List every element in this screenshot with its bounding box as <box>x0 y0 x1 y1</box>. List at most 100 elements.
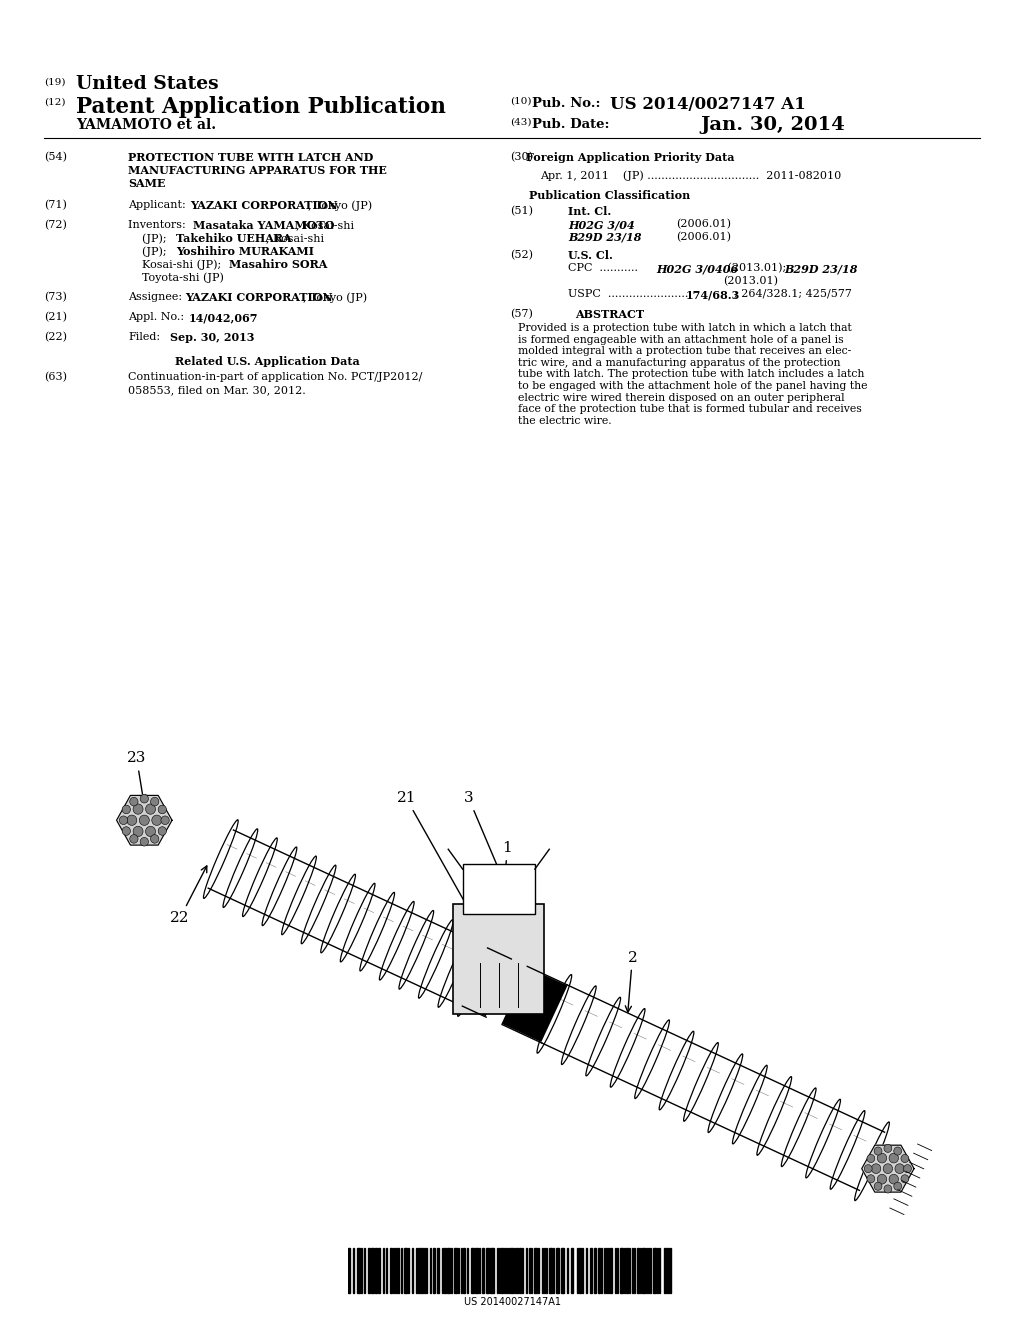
Bar <box>561 1247 564 1292</box>
Text: (12): (12) <box>44 98 66 107</box>
Text: (63): (63) <box>44 372 67 383</box>
Text: (22): (22) <box>44 333 67 342</box>
Bar <box>538 1247 539 1292</box>
Text: Publication Classification: Publication Classification <box>529 190 690 201</box>
Text: 3: 3 <box>464 791 512 899</box>
Bar <box>667 1247 669 1292</box>
Bar <box>390 1247 392 1292</box>
Circle shape <box>161 816 169 825</box>
Text: , Kosai-shi: , Kosai-shi <box>266 234 325 243</box>
Bar <box>544 1247 545 1292</box>
Bar <box>637 1247 639 1292</box>
Circle shape <box>120 816 128 825</box>
Circle shape <box>889 1154 898 1163</box>
Bar <box>504 1247 505 1292</box>
Bar <box>650 1247 651 1292</box>
Circle shape <box>158 805 167 814</box>
Circle shape <box>884 1144 892 1152</box>
Bar <box>640 1247 641 1292</box>
Text: (JP);: (JP); <box>142 234 170 244</box>
Text: Inventors:: Inventors: <box>128 220 189 230</box>
Bar <box>395 1247 396 1292</box>
Bar <box>383 1247 384 1292</box>
Text: Masahiro SORA: Masahiro SORA <box>229 259 328 271</box>
Text: YAMAMOTO et al.: YAMAMOTO et al. <box>76 117 216 132</box>
Bar <box>361 1247 362 1292</box>
Bar <box>670 1247 671 1292</box>
Text: Appl. No.:: Appl. No.: <box>128 312 187 322</box>
Circle shape <box>867 1175 874 1183</box>
Bar <box>653 1247 656 1292</box>
Text: 2: 2 <box>626 950 637 1012</box>
Bar <box>475 1247 478 1292</box>
Bar <box>556 1247 559 1292</box>
Text: Provided is a protection tube with latch in which a latch that
is formed engagea: Provided is a protection tube with latch… <box>518 323 867 426</box>
FancyBboxPatch shape <box>453 904 545 1014</box>
Bar <box>531 1247 532 1292</box>
Bar <box>659 1247 660 1292</box>
Text: (JP);: (JP); <box>142 246 170 256</box>
Text: 058553, filed on Mar. 30, 2012.: 058553, filed on Mar. 30, 2012. <box>128 385 306 395</box>
Text: (57): (57) <box>510 309 532 319</box>
Bar <box>463 1247 465 1292</box>
Text: Kosai-shi (JP);: Kosai-shi (JP); <box>142 259 224 269</box>
Bar <box>626 1247 628 1292</box>
Circle shape <box>874 1183 882 1191</box>
Bar <box>577 1247 578 1292</box>
Text: ABSTRACT: ABSTRACT <box>575 309 644 319</box>
Bar <box>461 1247 462 1292</box>
Bar <box>553 1247 554 1292</box>
Bar <box>590 1247 592 1292</box>
Text: B29D 23/18: B29D 23/18 <box>568 232 641 243</box>
Bar <box>401 1247 402 1292</box>
Text: 174/68.3: 174/68.3 <box>686 289 740 300</box>
Text: (19): (19) <box>44 78 66 87</box>
Bar <box>534 1247 537 1292</box>
Text: YAZAKI CORPORATION: YAZAKI CORPORATION <box>190 201 338 211</box>
Text: 14/042,067: 14/042,067 <box>189 312 258 323</box>
Bar <box>510 1247 513 1292</box>
Bar <box>610 1247 612 1292</box>
Bar <box>546 1247 547 1292</box>
Text: YAZAKI CORPORATION: YAZAKI CORPORATION <box>185 292 333 304</box>
Circle shape <box>122 826 130 836</box>
Circle shape <box>151 834 159 843</box>
Bar <box>467 1247 468 1292</box>
Text: PROTECTION TUBE WITH LATCH AND: PROTECTION TUBE WITH LATCH AND <box>128 152 374 162</box>
Text: ; 264/328.1; 425/577: ; 264/328.1; 425/577 <box>734 289 852 300</box>
Bar <box>646 1247 647 1292</box>
Text: (21): (21) <box>44 312 67 322</box>
Bar <box>482 1247 484 1292</box>
Bar <box>378 1247 380 1292</box>
Bar <box>454 1247 457 1292</box>
Text: H02G 3/0406: H02G 3/0406 <box>656 263 738 275</box>
Bar <box>357 1247 360 1292</box>
Bar <box>447 1247 450 1292</box>
Circle shape <box>871 1164 881 1173</box>
Bar <box>486 1247 489 1292</box>
Text: (54): (54) <box>44 152 67 162</box>
Text: (51): (51) <box>510 206 534 216</box>
Text: Sep. 30, 2013: Sep. 30, 2013 <box>170 333 255 343</box>
Text: (52): (52) <box>510 249 534 260</box>
Circle shape <box>133 804 143 814</box>
Text: Assignee:: Assignee: <box>128 292 185 302</box>
Text: (43): (43) <box>510 117 531 127</box>
Text: U.S. Cl.: U.S. Cl. <box>568 249 613 261</box>
Circle shape <box>139 814 150 825</box>
Bar <box>508 1247 509 1292</box>
Circle shape <box>894 1183 901 1191</box>
Text: Applicant:: Applicant: <box>128 201 189 210</box>
Text: (71): (71) <box>44 201 67 210</box>
Circle shape <box>883 1164 893 1173</box>
Bar <box>412 1247 413 1292</box>
Text: Filed:: Filed: <box>128 333 160 342</box>
Circle shape <box>878 1154 887 1163</box>
Circle shape <box>130 797 138 807</box>
Text: Toyota-shi (JP): Toyota-shi (JP) <box>142 272 224 282</box>
Bar <box>386 1247 387 1292</box>
Bar <box>604 1247 605 1292</box>
Text: 1: 1 <box>500 841 512 908</box>
Bar <box>526 1247 527 1292</box>
Circle shape <box>895 1164 904 1173</box>
